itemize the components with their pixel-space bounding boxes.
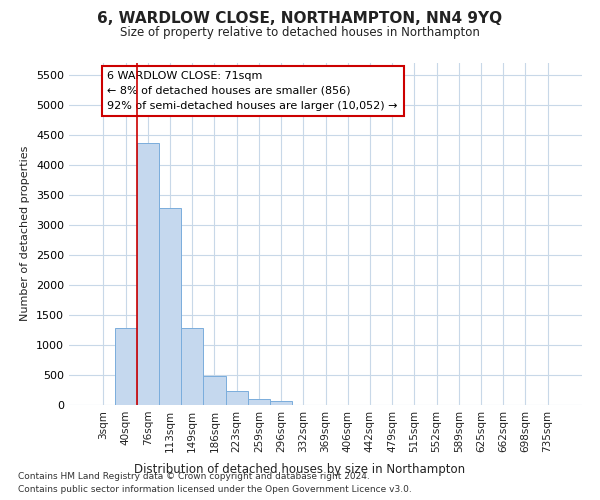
Bar: [270, 402, 292, 405]
Y-axis label: Number of detached properties: Number of detached properties: [20, 146, 31, 322]
Bar: [137, 143, 159, 405]
Bar: [159, 208, 181, 405]
Bar: [203, 376, 226, 405]
Text: Contains public sector information licensed under the Open Government Licence v3: Contains public sector information licen…: [18, 484, 412, 494]
Bar: [248, 399, 270, 405]
Text: Size of property relative to detached houses in Northampton: Size of property relative to detached ho…: [120, 26, 480, 39]
Text: 6, WARDLOW CLOSE, NORTHAMPTON, NN4 9YQ: 6, WARDLOW CLOSE, NORTHAMPTON, NN4 9YQ: [97, 11, 503, 26]
Bar: [226, 391, 248, 405]
Text: Contains HM Land Registry data © Crown copyright and database right 2024.: Contains HM Land Registry data © Crown c…: [18, 472, 370, 481]
Text: Distribution of detached houses by size in Northampton: Distribution of detached houses by size …: [134, 462, 466, 475]
Bar: [181, 328, 203, 405]
Bar: [115, 328, 137, 405]
Text: 6 WARDLOW CLOSE: 71sqm
← 8% of detached houses are smaller (856)
92% of semi-det: 6 WARDLOW CLOSE: 71sqm ← 8% of detached …: [107, 71, 398, 110]
